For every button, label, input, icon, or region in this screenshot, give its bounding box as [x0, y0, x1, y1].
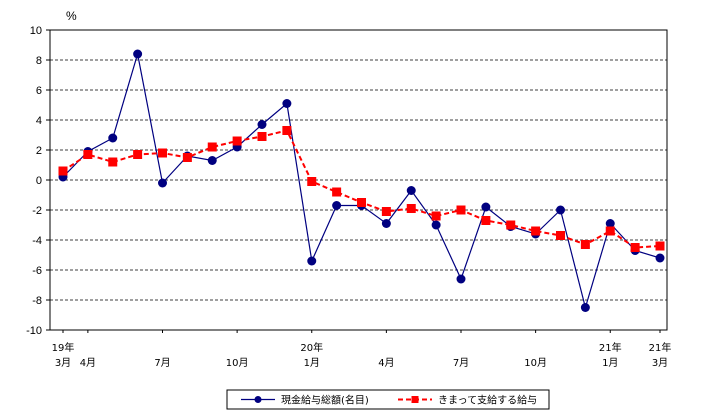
- y-tick-label: -6: [32, 265, 42, 277]
- data-point-series-1: [207, 156, 217, 165]
- y-tick-label: 10: [30, 25, 42, 37]
- x-tick-label-month: 7月: [154, 357, 170, 369]
- data-point-series-2: [307, 177, 317, 186]
- data-point-series-2: [357, 198, 366, 207]
- y-tick-label: 2: [36, 145, 42, 157]
- x-tick-label-month: 3月: [55, 357, 71, 369]
- y-tick-label: -4: [32, 235, 42, 247]
- data-point-series-2: [108, 157, 118, 167]
- x-tick-label-month: 3月: [652, 357, 668, 369]
- data-point-series-1: [307, 256, 317, 266]
- x-tick-label-year: 19年: [52, 341, 75, 354]
- data-point-series-2: [431, 211, 441, 221]
- data-point-series-2: [257, 132, 267, 141]
- data-point-series-1: [481, 202, 491, 212]
- data-point-series-2: [282, 126, 292, 135]
- data-point-series-2: [158, 148, 167, 158]
- data-point-series-1: [381, 219, 391, 228]
- data-point-series-1: [133, 49, 143, 59]
- data-point-series-1: [158, 178, 167, 188]
- y-tick-label: 4: [36, 115, 42, 127]
- data-point-series-1: [655, 253, 665, 263]
- legend-marker-2: [411, 396, 419, 403]
- x-tick-label-year: 21年: [599, 341, 622, 354]
- plot-area: [58, 49, 665, 312]
- legend-label-1: 現金給与総額(名目): [281, 394, 369, 407]
- y-tick-label: -10: [26, 325, 42, 337]
- x-tick-label-month: 1月: [602, 357, 618, 369]
- data-point-series-1: [257, 120, 267, 129]
- data-point-series-2: [630, 243, 640, 252]
- data-point-series-1: [431, 220, 441, 230]
- data-point-series-1: [406, 186, 416, 195]
- data-point-series-2: [58, 166, 68, 176]
- data-point-series-2: [381, 207, 391, 216]
- data-point-series-2: [232, 136, 242, 146]
- data-point-series-2: [556, 231, 565, 240]
- data-point-series-2: [207, 142, 217, 152]
- data-point-series-1: [108, 133, 118, 143]
- data-point-series-2: [182, 153, 192, 162]
- data-point-series-2: [133, 150, 143, 159]
- x-tick-label-month: 1月: [304, 357, 320, 369]
- data-point-series-2: [655, 241, 665, 251]
- x-tick-label-month: 4月: [80, 357, 96, 369]
- y-unit-label: %: [66, 9, 77, 23]
- legend-marker-1: [254, 396, 262, 403]
- x-tick-labels: 19年 3月 4月 7月 10月 20年 1月 4月 7月 10月 21年 1月 21年 3月: [52, 330, 672, 369]
- data-point-series-1: [580, 303, 590, 312]
- data-point-series-1: [282, 99, 292, 108]
- data-point-series-2: [605, 226, 615, 236]
- data-point-series-2: [506, 220, 516, 230]
- data-point-series-1: [332, 201, 342, 210]
- legend-label-2: きまって支給する給与: [438, 394, 537, 407]
- y-tick-label: 8: [36, 55, 42, 67]
- data-point-series-2: [406, 204, 416, 213]
- data-point-series-2: [332, 187, 342, 197]
- plot-frame: [49, 29, 668, 331]
- data-point-series-2: [531, 226, 541, 236]
- data-point-series-2: [83, 150, 93, 159]
- x-tick-label-month: 7月: [453, 357, 469, 369]
- y-tick-label: -2: [32, 205, 42, 217]
- data-point-series-1: [556, 205, 565, 215]
- data-point-series-2: [481, 216, 491, 225]
- legend: 現金給与総額(名目) きまって支給する給与: [226, 389, 550, 410]
- x-tick-label-year: 21年: [649, 341, 672, 354]
- y-tick-label: 0: [36, 175, 42, 187]
- x-tick-label-year: 20年: [300, 341, 323, 354]
- x-tick-label-month: 4月: [378, 357, 394, 369]
- data-point-series-2: [456, 205, 466, 215]
- data-point-series-1: [605, 219, 615, 228]
- y-tick-label: -8: [32, 295, 42, 307]
- x-tick-label-month: 10月: [226, 357, 249, 369]
- y-tick-label: 6: [36, 85, 42, 97]
- data-point-series-1: [456, 274, 466, 284]
- y-tick-labels: -10 -8 -6 -4 -2 0 2 4 6 8 10: [26, 25, 42, 337]
- x-tick-label-month: 10月: [524, 357, 547, 369]
- legend-box: [226, 389, 550, 410]
- data-point-series-2: [580, 240, 590, 249]
- gridlines: [46, 29, 668, 331]
